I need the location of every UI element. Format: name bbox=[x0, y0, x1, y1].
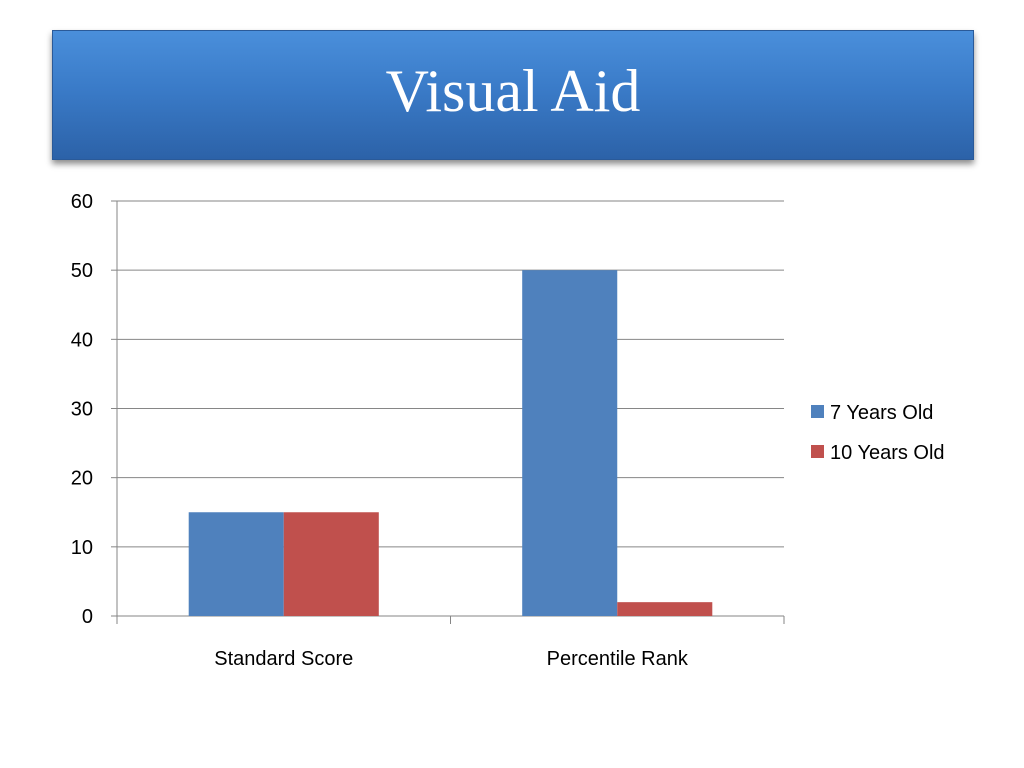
y-tick-label: 40 bbox=[71, 329, 93, 351]
bar-7-years-old bbox=[522, 270, 618, 616]
x-category-label: Percentile Rank bbox=[547, 648, 689, 670]
bar-7-years-old bbox=[188, 512, 284, 616]
slide-title: Visual Aid bbox=[385, 58, 641, 124]
bar-10-years-old bbox=[617, 602, 713, 616]
bar-10-years-old bbox=[283, 512, 379, 616]
y-tick-label: 60 bbox=[71, 191, 93, 213]
x-category-label: Standard Score bbox=[214, 648, 353, 670]
y-tick-label: 20 bbox=[71, 468, 93, 490]
title-banner: Visual Aid bbox=[52, 30, 974, 160]
y-tick-label: 10 bbox=[71, 537, 93, 559]
legend-label: 7 Years Old bbox=[830, 402, 933, 424]
legend-swatch bbox=[811, 445, 824, 458]
y-tick-label: 30 bbox=[71, 399, 93, 421]
y-tick-label: 50 bbox=[71, 260, 93, 282]
legend-label: 10 Years Old bbox=[830, 442, 945, 464]
legend-swatch bbox=[811, 405, 824, 418]
y-tick-label: 0 bbox=[82, 606, 93, 628]
